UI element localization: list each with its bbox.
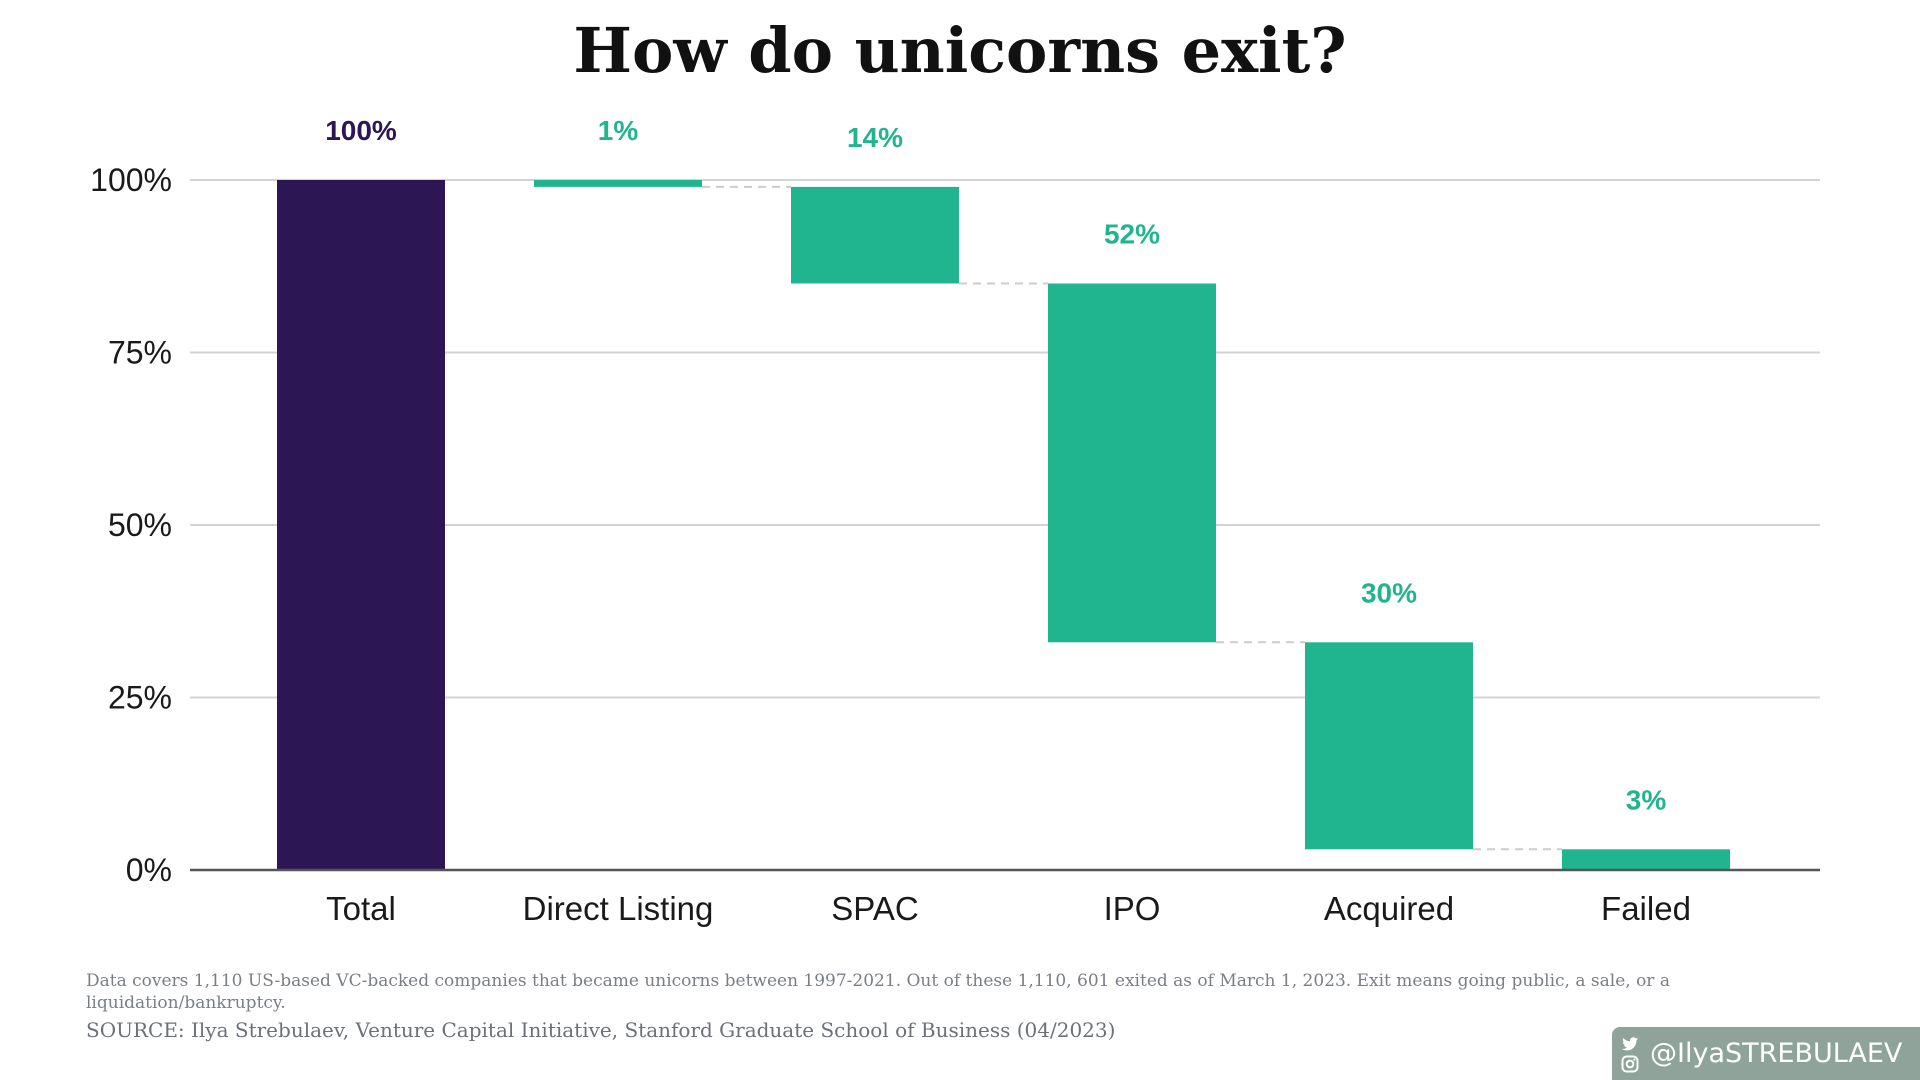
bar-direct-listing (534, 180, 702, 187)
source-line: SOURCE: Ilya Strebulaev, Venture Capital… (86, 1018, 1116, 1042)
social-handle: @IlyaSTREBULAEV (1650, 1038, 1903, 1069)
axes: 0% 25% 50% 75% 100% (90, 162, 1820, 888)
bar-spac (791, 186, 959, 284)
grid-lines (190, 179, 1820, 699)
twitter-icon (1621, 1036, 1639, 1050)
value-label: 100% (325, 115, 397, 146)
y-tick-label: 50% (108, 507, 172, 543)
x-tick-label: Direct Listing (523, 890, 714, 927)
bar-acquired (1305, 642, 1473, 850)
footnote: Data covers 1,110 US-based VC-backed com… (86, 971, 1670, 1013)
bars (277, 180, 1730, 870)
x-tick-label: Acquired (1324, 890, 1454, 927)
bar-total (277, 180, 445, 870)
value-label: 30% (1361, 577, 1417, 608)
bar-failed (1562, 849, 1730, 870)
value-label: 52% (1104, 219, 1160, 250)
y-tick-label: 0% (126, 852, 172, 888)
bar-ipo (1048, 283, 1216, 643)
waterfall-chart: 0% 25% 50% 75% 100% 100% Total 1% Direct Listin… (90, 115, 1820, 927)
connector-lines (445, 185, 1562, 871)
labels: 100% Total 1% Direct Listing 14% SPAC 52% IPO 30… (325, 115, 1691, 927)
instagram-icon (1621, 1055, 1639, 1072)
value-label: 14% (847, 122, 903, 153)
x-tick-label: IPO (1104, 890, 1161, 927)
x-tick-label: SPAC (831, 890, 918, 927)
y-tick-label: 100% (90, 162, 172, 198)
y-tick-label: 75% (108, 335, 172, 371)
x-tick-label: Failed (1601, 890, 1691, 927)
value-label: 3% (1626, 784, 1667, 815)
social-handle-badge[interactable]: @IlyaSTREBULAEV (1612, 1027, 1920, 1080)
y-tick-label: 25% (108, 680, 172, 716)
x-tick-label: Total (326, 890, 396, 927)
value-label: 1% (598, 115, 639, 146)
chart-title: How do unicorns exit? (573, 14, 1347, 87)
